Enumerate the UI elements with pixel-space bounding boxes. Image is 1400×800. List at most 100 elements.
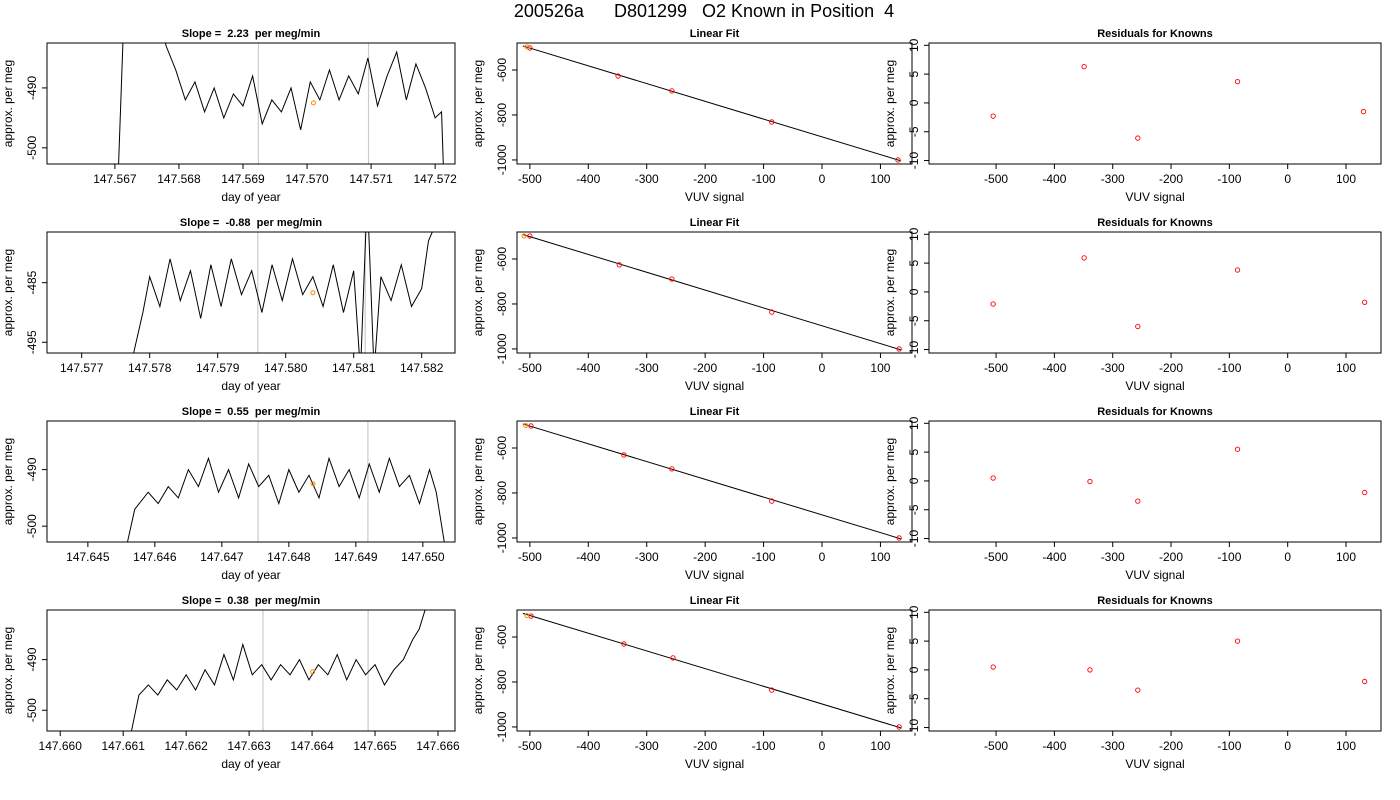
highlight-point xyxy=(310,100,316,106)
point xyxy=(1234,78,1241,85)
plot-frame xyxy=(46,609,456,732)
x-tick-label: 147.646 xyxy=(133,550,177,564)
x-tick-label: 100 xyxy=(1336,361,1356,375)
point xyxy=(1135,687,1141,693)
y-tick-label: -490 xyxy=(25,647,39,671)
y-tick-label: -10 xyxy=(907,152,921,170)
plot-frame xyxy=(516,231,913,354)
x-axis-label: day of year xyxy=(221,379,280,393)
plot-frame xyxy=(46,420,456,543)
x-tick-label: -200 xyxy=(1159,172,1183,186)
y-tick-label: -800 xyxy=(495,481,509,505)
x-tick-label: -100 xyxy=(1217,361,1241,375)
x-tick-label: 147.660 xyxy=(39,739,83,753)
panel-title: Residuals for Knowns xyxy=(1097,406,1213,418)
plot-frame xyxy=(516,420,913,543)
y-tick-label: -490 xyxy=(25,76,39,100)
point xyxy=(669,466,675,472)
y-tick-label: -485 xyxy=(25,270,39,294)
highlight-point xyxy=(310,481,316,487)
x-tick-label: -100 xyxy=(1217,550,1241,564)
x-tick-label: 147.662 xyxy=(164,739,208,753)
point xyxy=(1081,255,1087,261)
point xyxy=(527,45,533,51)
x-tick-label: -400 xyxy=(1042,172,1066,186)
x-tick-label: -100 xyxy=(752,172,776,186)
x-tick-label: 0 xyxy=(1284,550,1291,564)
x-tick-label: -100 xyxy=(752,739,776,753)
y-axis-label: approx. per meg xyxy=(1,627,15,714)
y-tick-label: -500 xyxy=(25,698,39,722)
highlight-point xyxy=(523,422,529,428)
point xyxy=(1360,108,1367,115)
y-tick-label: -600 xyxy=(495,436,509,460)
point xyxy=(528,423,534,429)
point xyxy=(896,346,902,352)
series-line xyxy=(126,456,445,542)
y-axis-label: approx. per meg xyxy=(883,438,897,525)
x-tick-label: 147.580 xyxy=(264,361,308,375)
plot-frame xyxy=(46,231,456,354)
highlight-point xyxy=(524,44,530,50)
x-tick-label: 147.570 xyxy=(285,172,329,186)
x-tick-label: 147.582 xyxy=(400,361,444,375)
x-tick-label: -200 xyxy=(693,739,717,753)
y-axis-label: approx. per meg xyxy=(471,60,485,147)
x-tick-label: -500 xyxy=(518,739,542,753)
x-tick-label: 100 xyxy=(870,550,890,564)
point xyxy=(1234,267,1241,273)
y-tick-label: -500 xyxy=(25,514,39,538)
y-axis-label: approx. per meg xyxy=(883,60,897,147)
y-tick-label: 5 xyxy=(907,637,921,644)
plot-area xyxy=(521,233,902,352)
x-tick-label: 147.649 xyxy=(334,550,378,564)
highlight-point xyxy=(524,613,530,619)
x-axis-label: day of year xyxy=(221,568,280,582)
point xyxy=(1362,678,1368,685)
x-tick-label: 147.664 xyxy=(290,739,334,753)
point xyxy=(1135,135,1141,141)
x-tick-label: -400 xyxy=(1042,550,1066,564)
highlight-point xyxy=(310,669,316,675)
x-tick-label: -400 xyxy=(576,739,600,753)
x-tick-label: 0 xyxy=(819,550,826,564)
panel-title: Slope = 2.23 per meg/min xyxy=(182,28,321,40)
point xyxy=(1135,498,1141,504)
x-tick-label: 147.663 xyxy=(227,739,271,753)
x-tick-label: 100 xyxy=(870,172,890,186)
fit-line xyxy=(522,612,902,729)
panel-title: Slope = 0.55 per meg/min xyxy=(182,406,321,418)
point xyxy=(615,73,621,79)
plot-frame xyxy=(928,42,1382,165)
y-axis-label: approx. per meg xyxy=(471,249,485,336)
y-tick-label: -490 xyxy=(25,457,39,481)
y-tick-label: 5 xyxy=(907,259,921,266)
fit-line xyxy=(522,45,902,162)
x-tick-label: 147.567 xyxy=(93,172,137,186)
y-tick-label: -1000 xyxy=(495,711,509,742)
panel-title: Slope = -0.88 per meg/min xyxy=(180,217,322,229)
point xyxy=(616,262,622,268)
plot-frame xyxy=(516,609,913,732)
plot-area xyxy=(990,638,1368,693)
y-tick-label: -5 xyxy=(907,315,921,326)
x-tick-label: 147.665 xyxy=(353,739,397,753)
point xyxy=(769,119,775,125)
x-tick-label: -500 xyxy=(518,172,542,186)
x-tick-label: 100 xyxy=(1336,172,1356,186)
y-tick-label: -800 xyxy=(495,103,509,127)
x-tick-label: 147.571 xyxy=(349,172,393,186)
point xyxy=(1087,667,1093,673)
plot-frame xyxy=(516,42,913,165)
panel: Slope = 0.55 per meg/min day of year appro… xyxy=(1,406,456,582)
x-tick-label: 147.579 xyxy=(196,361,240,375)
x-tick-label: -100 xyxy=(1217,739,1241,753)
panel: Slope = 0.38 per meg/min day of year appro… xyxy=(1,595,460,771)
y-axis-label: approx. per meg xyxy=(883,627,897,714)
x-tick-label: -500 xyxy=(518,361,542,375)
point xyxy=(621,641,627,647)
